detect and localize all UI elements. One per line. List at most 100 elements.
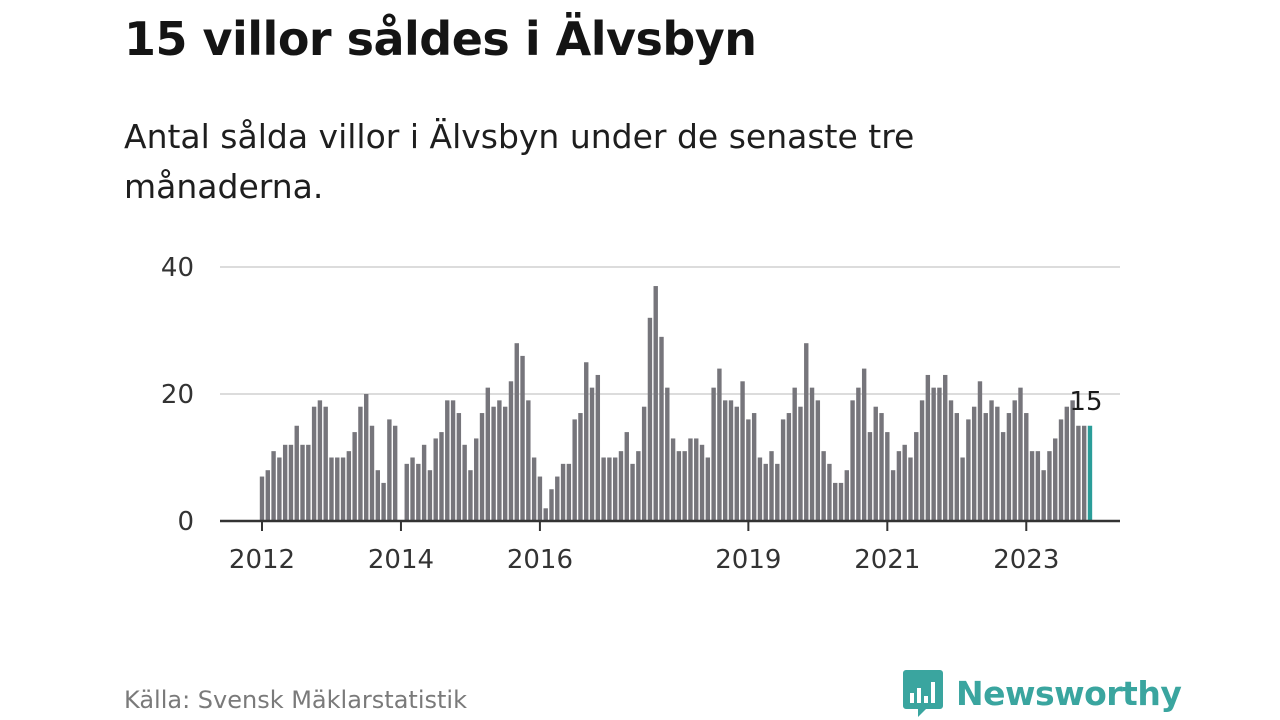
bar (711, 387, 716, 521)
bar (282, 444, 288, 521)
bar (306, 444, 311, 521)
bar (804, 343, 809, 521)
x-tick-label: 2021 (854, 545, 920, 575)
bar (369, 425, 375, 521)
bar (479, 413, 485, 521)
bar (914, 432, 919, 521)
bar (769, 451, 774, 521)
bar (329, 457, 334, 521)
bar (1058, 419, 1064, 521)
bar (346, 451, 352, 521)
bar (277, 457, 282, 521)
bar (670, 438, 676, 521)
bar (630, 463, 635, 521)
bars (259, 286, 1093, 521)
bar (526, 400, 531, 521)
bar (867, 432, 873, 521)
bar (601, 457, 606, 521)
bar (659, 336, 664, 521)
bar (786, 413, 792, 521)
chart-bubble-icon (903, 670, 943, 717)
bar (699, 444, 705, 521)
bar (300, 444, 305, 521)
bar (694, 438, 699, 521)
bar (618, 451, 624, 521)
bar (514, 343, 519, 521)
bar (995, 406, 1000, 521)
bar (902, 444, 907, 521)
bar (861, 368, 867, 521)
x-tick-label: 2012 (229, 545, 295, 575)
bar (433, 438, 438, 521)
bar (960, 457, 965, 521)
bar (317, 400, 323, 521)
bar (566, 463, 572, 521)
bar (1064, 406, 1070, 521)
bar (734, 406, 739, 521)
bar (844, 470, 849, 521)
bar (728, 400, 734, 521)
bar (815, 400, 821, 521)
chart-subtitle: Antal sålda villor i Älvsbyn under de se… (124, 117, 915, 206)
bar (1041, 470, 1046, 521)
bar (294, 425, 299, 521)
latest-value-label: 15 (1069, 387, 1102, 417)
bar (682, 451, 687, 521)
bar (751, 413, 757, 521)
axes: 0 20 40 2012 2014 2016 2019 2021 2023 15 (161, 253, 1120, 575)
bar (919, 400, 925, 521)
bar (468, 470, 473, 521)
bar (555, 476, 560, 521)
bar (578, 413, 583, 521)
bar (502, 406, 508, 521)
bar (1029, 451, 1035, 521)
bar (775, 463, 780, 521)
bar (983, 413, 988, 521)
bar (607, 457, 612, 521)
bar (572, 419, 577, 521)
bar (636, 451, 641, 521)
bar (416, 463, 421, 521)
bar (410, 457, 415, 521)
bar (364, 394, 369, 521)
bar (491, 406, 496, 521)
bar (259, 476, 265, 521)
bar (311, 406, 317, 521)
bar (323, 406, 328, 521)
bar (1053, 438, 1058, 521)
bar (271, 451, 276, 521)
bar (943, 374, 948, 521)
y-tick-label: 20 (161, 380, 194, 410)
bar (989, 400, 994, 521)
bar (537, 476, 543, 521)
bar (653, 286, 658, 521)
bar (497, 400, 502, 521)
bar (647, 317, 653, 521)
bar (809, 387, 815, 521)
bar (937, 387, 942, 521)
bar (358, 406, 363, 521)
bar (1012, 400, 1017, 521)
bar (392, 425, 398, 521)
bar (1076, 425, 1081, 521)
bar (908, 457, 913, 521)
bar (375, 470, 380, 521)
bar (1035, 451, 1041, 521)
bar (705, 457, 711, 521)
bar (896, 451, 902, 521)
bar (665, 387, 670, 521)
bar (520, 355, 525, 521)
bar (335, 457, 340, 521)
bar (421, 444, 427, 521)
bar (966, 419, 971, 521)
bar (560, 463, 566, 521)
bar (977, 381, 983, 521)
bar (1024, 413, 1029, 521)
y-tick-label: 0 (177, 507, 194, 537)
bar (879, 413, 884, 521)
bar (1018, 387, 1023, 521)
bar (740, 381, 745, 521)
bar (780, 419, 786, 521)
bar (763, 463, 768, 521)
